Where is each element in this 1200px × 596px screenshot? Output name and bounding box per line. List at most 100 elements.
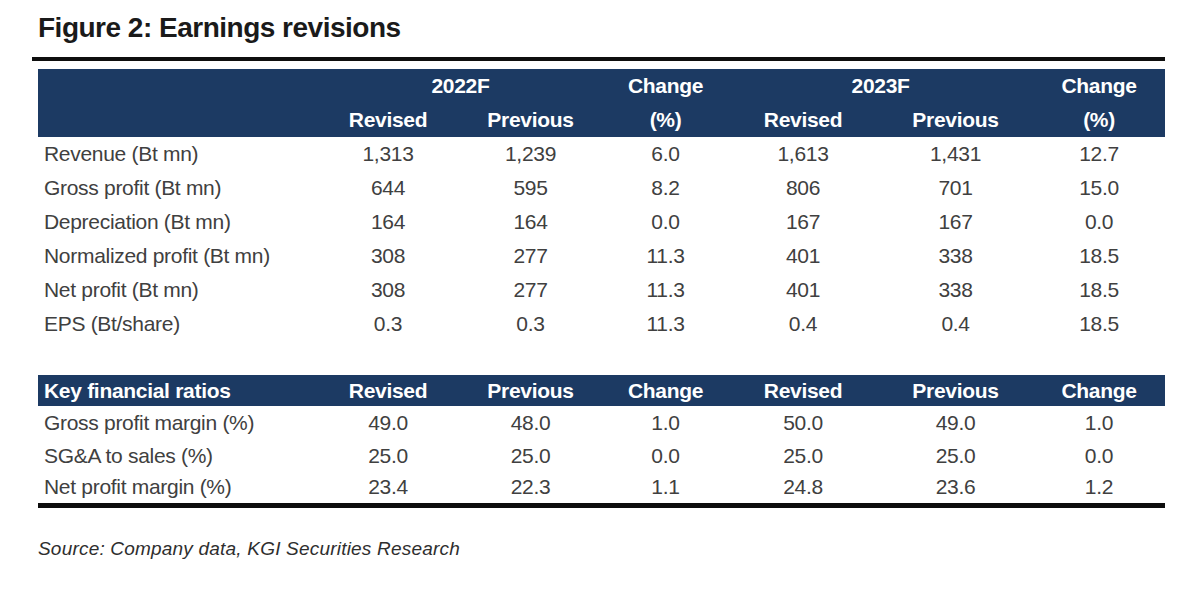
cell-value: 806	[728, 171, 878, 205]
cell-value: 48.0	[458, 406, 603, 439]
row-label: Depreciation (Bt mn)	[38, 205, 318, 239]
header-revised-2023: Revised	[728, 375, 878, 406]
header-pct-2: (%)	[1033, 103, 1165, 137]
row-label: Net profit margin (%)	[38, 472, 318, 505]
cell-value: 0.0	[603, 205, 728, 239]
table-row: Depreciation (Bt mn) 164 164 0.0 167 167…	[38, 205, 1165, 239]
cell-value: 49.0	[318, 406, 458, 439]
row-label: Net profit (Bt mn)	[38, 273, 318, 307]
cell-value: 0.3	[458, 307, 603, 341]
source-note: Source: Company data, KGI Securities Res…	[38, 538, 1200, 560]
cell-value: 0.0	[603, 439, 728, 472]
cell-value: 701	[878, 171, 1033, 205]
header-spacer-cell	[38, 103, 318, 137]
cell-value: 308	[318, 273, 458, 307]
header-spacer-cell	[38, 69, 318, 103]
row-label: Gross profit margin (%)	[38, 406, 318, 439]
cell-value: 401	[728, 273, 878, 307]
cell-value: 644	[318, 171, 458, 205]
cell-value: 6.0	[603, 137, 728, 171]
header-previous-2023: Previous	[878, 103, 1033, 137]
header-year-2022: 2022F	[318, 69, 603, 103]
report-figure: Figure 2: Earnings revisions 2022F Chang…	[0, 0, 1200, 560]
cell-value: 11.3	[603, 307, 728, 341]
cell-value: 0.3	[318, 307, 458, 341]
row-label: EPS (Bt/share)	[38, 307, 318, 341]
cell-value: 1,313	[318, 137, 458, 171]
cell-value: 8.2	[603, 171, 728, 205]
cell-value: 25.0	[318, 439, 458, 472]
cell-value: 595	[458, 171, 603, 205]
cell-value: 338	[878, 273, 1033, 307]
cell-value: 25.0	[728, 439, 878, 472]
cell-value: 0.0	[1033, 205, 1165, 239]
cell-value: 338	[878, 239, 1033, 273]
table-row: Net profit (Bt mn) 308 277 11.3 401 338 …	[38, 273, 1165, 307]
row-label: Revenue (Bt mn)	[38, 137, 318, 171]
cell-value: 277	[458, 273, 603, 307]
cell-value: 22.3	[458, 472, 603, 505]
cell-value: 1,613	[728, 137, 878, 171]
earnings-table: 2022F Change 2023F Change Revised Previo…	[38, 69, 1165, 341]
cell-value: 1,431	[878, 137, 1033, 171]
cell-value: 1.1	[603, 472, 728, 505]
cell-value: 23.6	[878, 472, 1033, 505]
figure-title: Figure 2: Earnings revisions	[38, 12, 1200, 44]
header-year-2023: 2023F	[728, 69, 1033, 103]
header-change-2: Change	[1033, 375, 1165, 406]
cell-value: 0.4	[878, 307, 1033, 341]
table-row: SG&A to sales (%) 25.0 25.0 0.0 25.0 25.…	[38, 439, 1165, 472]
cell-value: 18.5	[1033, 273, 1165, 307]
cell-value: 11.3	[603, 273, 728, 307]
cell-value: 50.0	[728, 406, 878, 439]
row-label: Gross profit (Bt mn)	[38, 171, 318, 205]
header-change-2: Change	[1033, 69, 1165, 103]
cell-value: 11.3	[603, 239, 728, 273]
table-row: EPS (Bt/share) 0.3 0.3 11.3 0.4 0.4 18.5	[38, 307, 1165, 341]
title-rule	[32, 57, 1165, 61]
cell-value: 1,239	[458, 137, 603, 171]
cell-value: 164	[318, 205, 458, 239]
header-row-subcolumns: Revised Previous (%) Revised Previous (%…	[38, 103, 1165, 137]
cell-value: 24.8	[728, 472, 878, 505]
header-previous-2023: Previous	[878, 375, 1033, 406]
header-row-ratios: Key financial ratios Revised Previous Ch…	[38, 375, 1165, 406]
cell-value: 277	[458, 239, 603, 273]
ratios-table-header: Key financial ratios Revised Previous Ch…	[38, 375, 1165, 406]
cell-value: 23.4	[318, 472, 458, 505]
cell-value: 25.0	[878, 439, 1033, 472]
cell-value: 18.5	[1033, 307, 1165, 341]
header-ratios-title: Key financial ratios	[38, 375, 318, 406]
row-label: Normalized profit (Bt mn)	[38, 239, 318, 273]
cell-value: 0.4	[728, 307, 878, 341]
header-previous-2022: Previous	[458, 375, 603, 406]
cell-value: 1.0	[603, 406, 728, 439]
cell-value: 15.0	[1033, 171, 1165, 205]
table-row: Normalized profit (Bt mn) 308 277 11.3 4…	[38, 239, 1165, 273]
cell-value: 0.0	[1033, 439, 1165, 472]
ratios-table: Key financial ratios Revised Previous Ch…	[38, 375, 1165, 508]
header-revised-2022: Revised	[318, 375, 458, 406]
header-row-years: 2022F Change 2023F Change	[38, 69, 1165, 103]
table-row: Gross profit (Bt mn) 644 595 8.2 806 701…	[38, 171, 1165, 205]
cell-value: 308	[318, 239, 458, 273]
cell-value: 167	[728, 205, 878, 239]
cell-value: 164	[458, 205, 603, 239]
cell-value: 401	[728, 239, 878, 273]
table-row: Gross profit margin (%) 49.0 48.0 1.0 50…	[38, 406, 1165, 439]
cell-value: 1.2	[1033, 472, 1165, 505]
cell-value: 25.0	[458, 439, 603, 472]
earnings-table-header: 2022F Change 2023F Change Revised Previo…	[38, 69, 1165, 137]
cell-value: 12.7	[1033, 137, 1165, 171]
header-revised-2023: Revised	[728, 103, 878, 137]
cell-value: 1.0	[1033, 406, 1165, 439]
header-pct-1: (%)	[603, 103, 728, 137]
header-change-1: Change	[603, 69, 728, 103]
header-change-1: Change	[603, 375, 728, 406]
header-revised-2022: Revised	[318, 103, 458, 137]
table-row: Revenue (Bt mn) 1,313 1,239 6.0 1,613 1,…	[38, 137, 1165, 171]
cell-value: 49.0	[878, 406, 1033, 439]
cell-value: 167	[878, 205, 1033, 239]
header-previous-2022: Previous	[458, 103, 603, 137]
table-row: Net profit margin (%) 23.4 22.3 1.1 24.8…	[38, 472, 1165, 505]
